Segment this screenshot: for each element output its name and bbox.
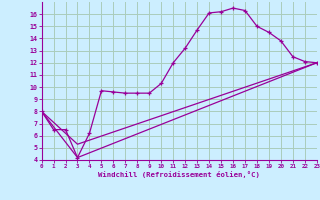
X-axis label: Windchill (Refroidissement éolien,°C): Windchill (Refroidissement éolien,°C) <box>98 171 260 178</box>
